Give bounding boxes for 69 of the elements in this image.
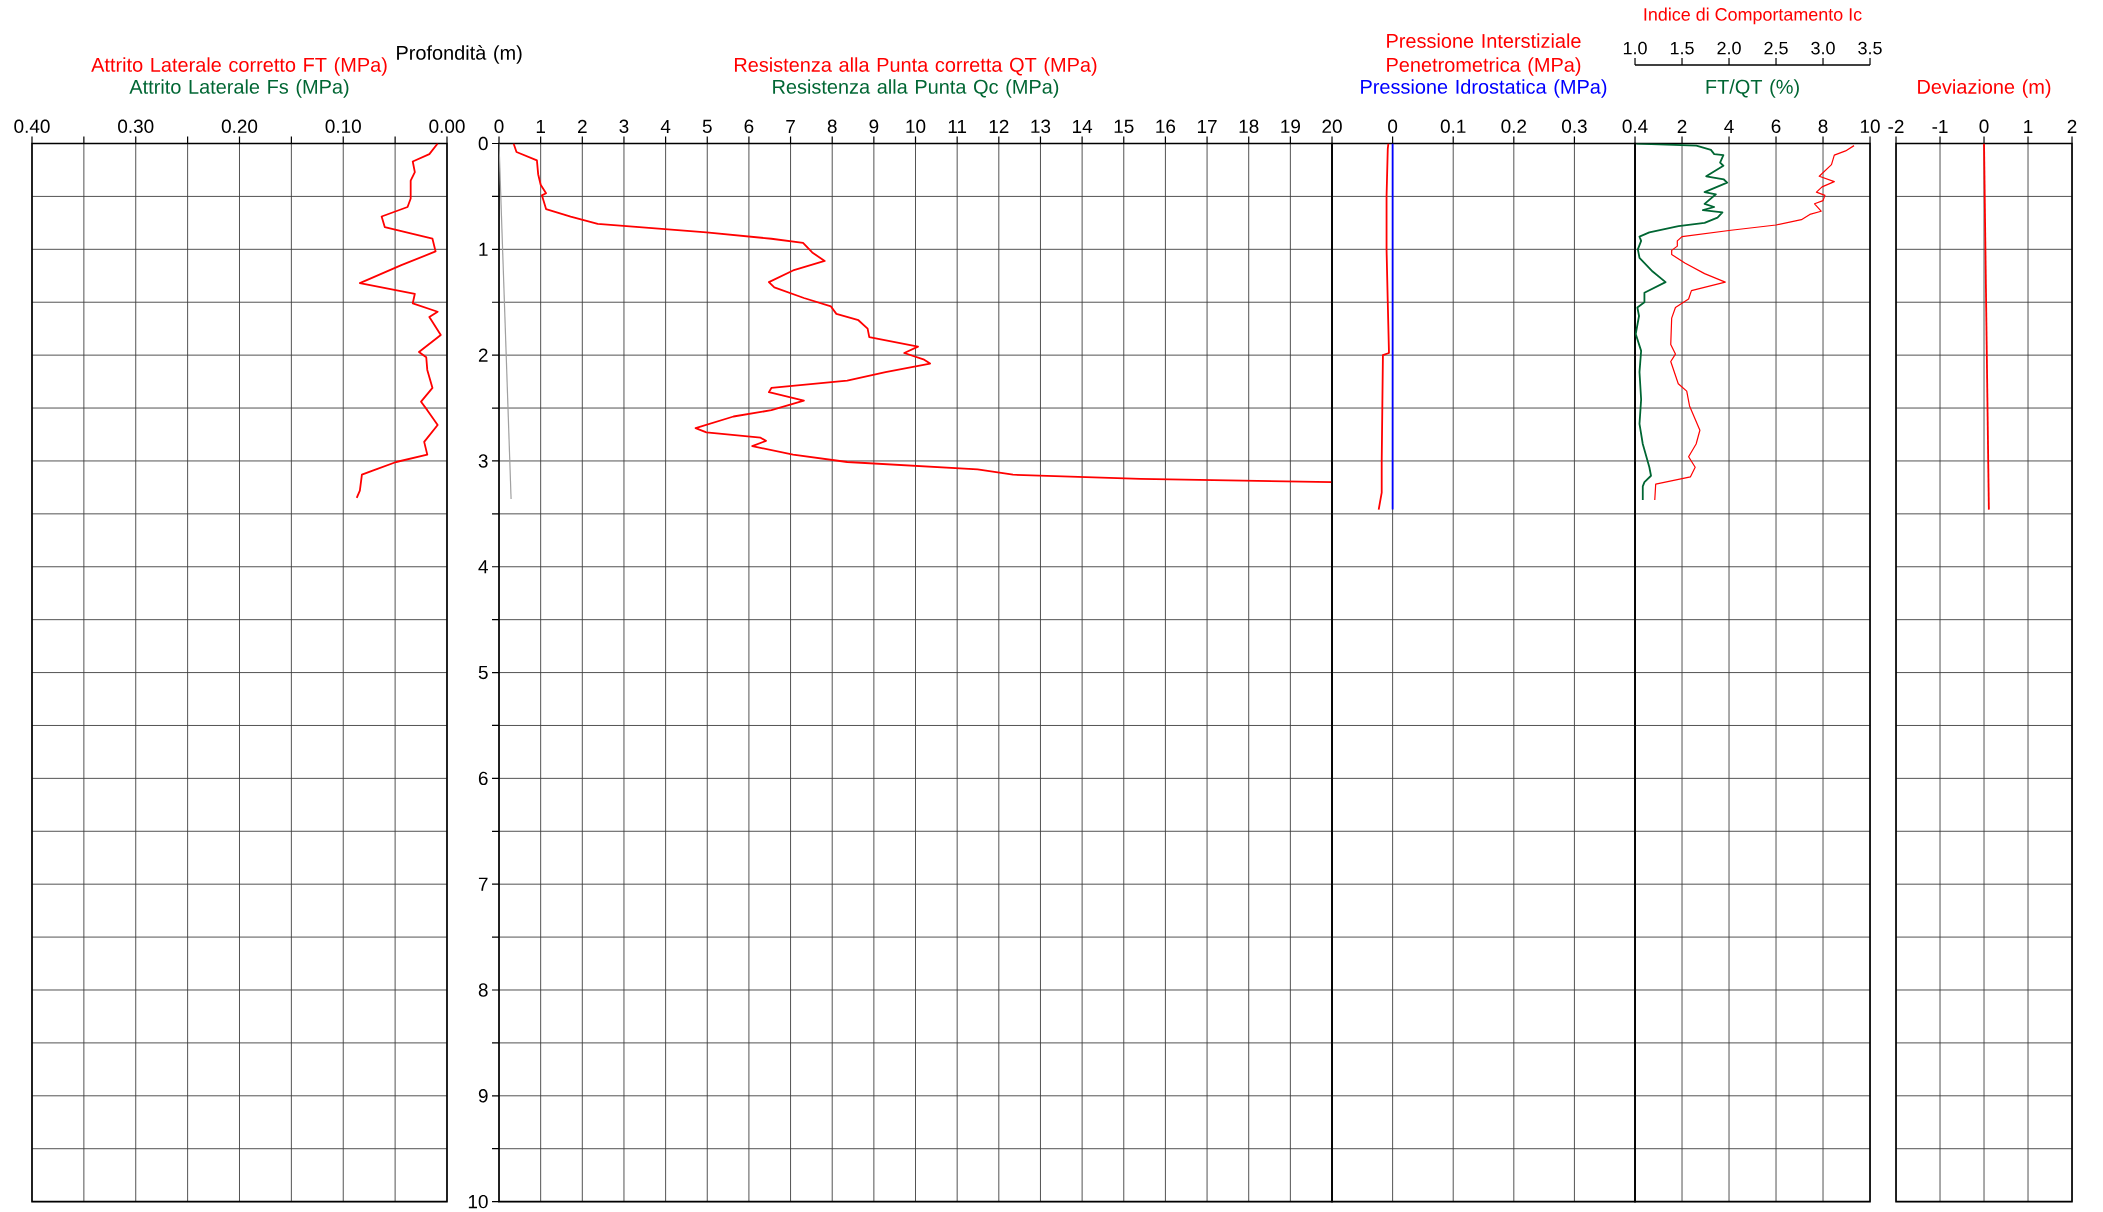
x-tick-label: 10 (906, 119, 926, 133)
y-tick-label: 10 (468, 1194, 488, 1209)
y-tick-label: 9 (478, 1089, 488, 1103)
x-tick-label: 0.20 (221, 119, 258, 133)
y-tick-label: 6 (478, 771, 488, 786)
x-tick-label: 0 (494, 119, 504, 133)
x2-tick-label: 3.5 (1858, 41, 1882, 55)
y-tick-label: 5 (478, 665, 488, 680)
text: Pressione Interstiziale Penetrometrica (MPa) (1387, 33, 1581, 76)
x-tick-label: 0.40 (14, 119, 50, 133)
text: Resistenza alla Punta Qc (MPa) (773, 79, 1059, 98)
x-tick-label: 0.1 (1440, 119, 1466, 133)
x-tick-label: 0.10 (325, 119, 361, 133)
y-tick-label: 2 (478, 348, 488, 362)
x-tick-label: 10 (1860, 119, 1880, 133)
x-tick-label: 8 (1818, 119, 1828, 133)
x-tick-label: 11 (948, 119, 967, 133)
x-tick-label: 4 (660, 119, 671, 133)
x-tick-label: 14 (1073, 119, 1093, 133)
x-tick-label: 2 (2067, 119, 2077, 133)
text: Attrito Laterale corretto FT (MPa) (91, 57, 387, 76)
x-tick-label: 1 (2024, 119, 2033, 133)
line-series (512, 143, 1333, 483)
x-tick-label: 0.30 (118, 119, 154, 133)
x-tick-label: 0 (1388, 119, 1398, 133)
x-tick-label: 13 (1031, 119, 1051, 133)
text: Pressione Idrostatica (MPa) (1361, 79, 1607, 98)
y-tick-label: 0 (478, 136, 488, 151)
x-tick-label: 17 (1197, 119, 1217, 133)
x-tick-label: -2 (1888, 119, 1904, 133)
x-tick-label: 6 (744, 119, 754, 133)
x-tick-label: 5 (702, 119, 712, 133)
x-tick-label: 4 (1724, 119, 1734, 133)
x2-tick-label: 2.5 (1764, 41, 1788, 55)
x-tick-label: 6 (1771, 119, 1781, 133)
x-tick-label: -1 (1932, 119, 1948, 133)
x-tick-label: 0.2 (1501, 119, 1527, 133)
x2-axis-title: Indice di Comportamento Ic (1644, 7, 1862, 25)
y-tick-label: 7 (478, 877, 488, 891)
x2-tick-label: 1.5 (1670, 41, 1694, 55)
x-tick-label: 16 (1156, 119, 1176, 133)
x2-tick-label: 1.0 (1623, 41, 1647, 55)
x-tick-label: 0.3 (1561, 119, 1587, 133)
x-tick-label: 18 (1239, 119, 1259, 133)
y-tick-label: 1 (479, 242, 488, 256)
y-tick-label: 8 (478, 983, 488, 997)
y-axis-title: Profondità (m) (397, 44, 522, 64)
x-tick-label: 0.00 (429, 119, 465, 133)
text: Deviazione (m) (1918, 79, 2051, 98)
x-tick-label: 12 (989, 119, 1009, 133)
text: Attrito Laterale Fs (MPa) (129, 79, 349, 98)
x-tick-label: 7 (786, 119, 795, 133)
x2-tick-label: 2.0 (1717, 41, 1741, 55)
x-tick-label: 20 (1322, 119, 1342, 133)
x2-tick-label: 3.0 (1811, 41, 1835, 55)
x-tick-label: 0 (1979, 119, 1989, 133)
x-tick-label: 15 (1114, 119, 1134, 133)
y-tick-label: 4 (478, 560, 488, 574)
x-tick-label: 1 (536, 119, 545, 133)
text: Resistenza alla Punta corretta QT (MPa) (734, 57, 1097, 76)
x-tick-label: 3 (619, 119, 629, 133)
y-tick-label: 3 (478, 454, 488, 468)
x-tick-label: 2 (578, 119, 587, 133)
x-tick-label: 8 (827, 119, 837, 133)
x-tick-label: 19 (1281, 119, 1300, 133)
text: FT/QT (%) (1706, 79, 1799, 98)
x-tick-label: 9 (869, 119, 879, 133)
x-tick-label: 0.4 (1622, 119, 1648, 133)
x-tick-label: 2 (1677, 119, 1687, 133)
